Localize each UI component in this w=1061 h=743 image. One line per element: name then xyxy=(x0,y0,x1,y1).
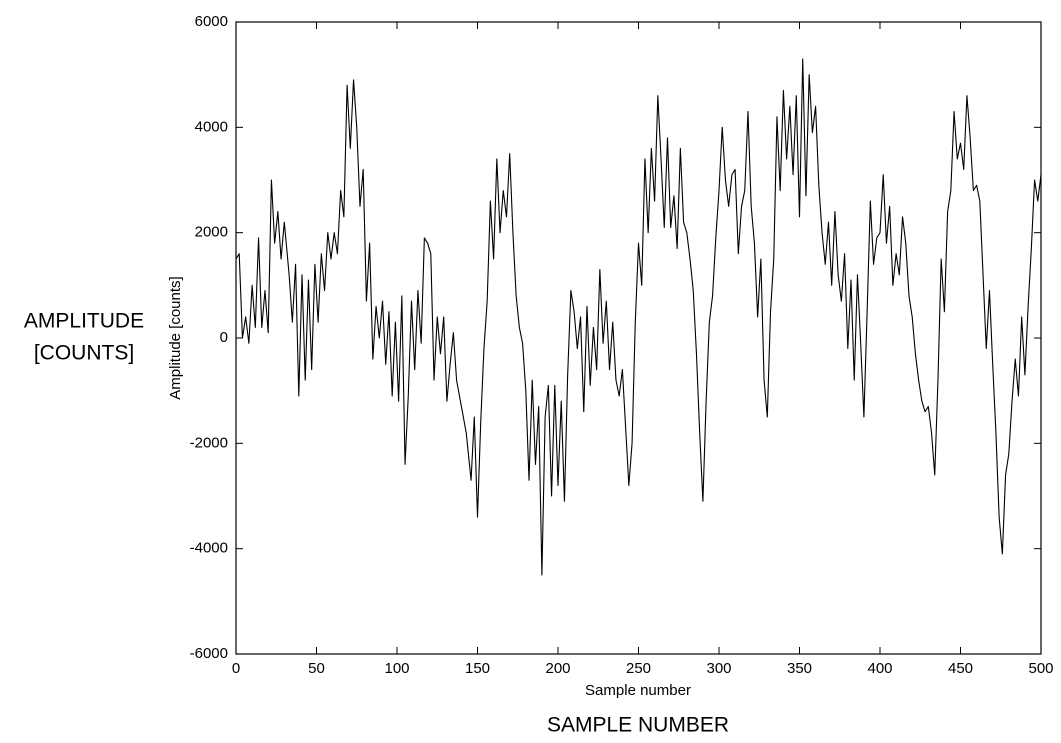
x-tick-label: 50 xyxy=(308,660,325,677)
x-tick-label: 450 xyxy=(948,660,973,677)
annotation: SAMPLE NUMBER xyxy=(547,714,729,737)
y-tick-label: -6000 xyxy=(190,645,228,662)
x-tick-label: 500 xyxy=(1028,660,1053,677)
y-axis-label: Amplitude [counts] xyxy=(167,276,184,399)
y-tick-label: -2000 xyxy=(190,434,228,451)
y-tick-label: 6000 xyxy=(195,13,228,30)
y-tick-label: 2000 xyxy=(195,224,228,241)
x-tick-label: 100 xyxy=(384,660,409,677)
annotation: [COUNTS] xyxy=(34,342,134,365)
annotation: AMPLITUDE xyxy=(24,310,144,333)
x-tick-label: 350 xyxy=(787,660,812,677)
x-tick-label: 0 xyxy=(232,660,240,677)
y-tick-label: 4000 xyxy=(195,118,228,135)
x-tick-label: 250 xyxy=(626,660,651,677)
x-axis-label: Sample number xyxy=(585,682,691,699)
x-tick-label: 150 xyxy=(465,660,490,677)
x-tick-label: 400 xyxy=(867,660,892,677)
y-tick-label: 0 xyxy=(220,329,228,346)
data-line xyxy=(235,58,1042,576)
plot-frame xyxy=(235,21,1042,655)
x-tick-label: 300 xyxy=(706,660,731,677)
y-tick-label: -4000 xyxy=(190,540,228,557)
x-tick-label: 200 xyxy=(545,660,570,677)
